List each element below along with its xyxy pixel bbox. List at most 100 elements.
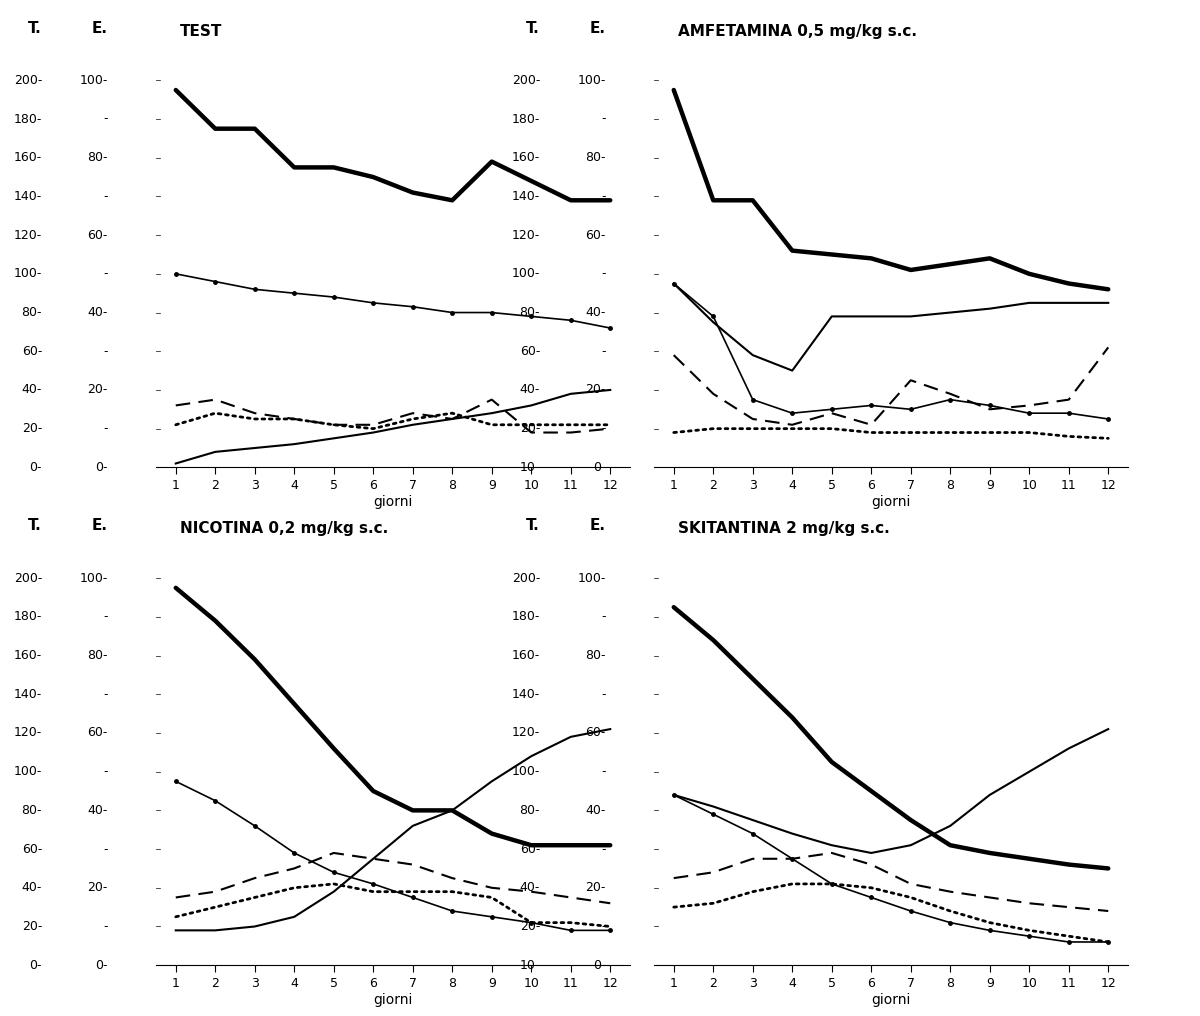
Text: 40-: 40-: [88, 804, 108, 817]
Text: 60-: 60-: [88, 726, 108, 740]
Text: 100-: 100-: [79, 74, 108, 86]
Text: 60-: 60-: [520, 344, 540, 358]
Text: 200-: 200-: [511, 74, 540, 86]
Text: -: -: [601, 920, 606, 933]
Text: 120-: 120-: [13, 726, 42, 740]
Text: 200-: 200-: [511, 572, 540, 584]
Text: -: -: [601, 344, 606, 358]
Text: 140-: 140-: [511, 688, 540, 701]
Text: 20-: 20-: [520, 920, 540, 933]
Text: 60-: 60-: [88, 229, 108, 242]
Text: E.: E.: [92, 20, 108, 36]
Text: 180-: 180-: [13, 611, 42, 624]
Text: -: -: [601, 267, 606, 280]
Text: 80-: 80-: [88, 649, 108, 662]
Text: -: -: [103, 267, 108, 280]
Text: 100-: 100-: [577, 74, 606, 86]
Text: 20-: 20-: [22, 423, 42, 435]
Text: -: -: [601, 611, 606, 624]
X-axis label: giorni: giorni: [373, 495, 413, 509]
Text: -: -: [601, 190, 606, 203]
Text: 140-: 140-: [13, 190, 42, 203]
Text: -: -: [103, 765, 108, 778]
Text: -: -: [103, 113, 108, 126]
Text: 0-: 0-: [594, 461, 606, 473]
Text: NICOTINA 0,2 mg/kg s.c.: NICOTINA 0,2 mg/kg s.c.: [180, 521, 389, 536]
Text: 160-: 160-: [13, 649, 42, 662]
Text: 60-: 60-: [520, 842, 540, 855]
Text: 20-: 20-: [22, 920, 42, 933]
Text: E.: E.: [590, 20, 606, 36]
Text: 160-: 160-: [13, 151, 42, 165]
Text: 80-: 80-: [520, 306, 540, 319]
Text: 100-: 100-: [577, 572, 606, 584]
Text: 40-: 40-: [88, 306, 108, 319]
Text: -: -: [103, 344, 108, 358]
Text: T.: T.: [527, 20, 540, 36]
Text: AMFETAMINA 0,5 mg/kg s.c.: AMFETAMINA 0,5 mg/kg s.c.: [678, 23, 917, 39]
Text: 0-: 0-: [30, 461, 42, 473]
X-axis label: giorni: giorni: [871, 495, 911, 509]
Text: 40-: 40-: [586, 804, 606, 817]
Text: 60-: 60-: [586, 229, 606, 242]
Text: -: -: [601, 688, 606, 701]
X-axis label: giorni: giorni: [373, 993, 413, 1007]
Text: 60-: 60-: [22, 842, 42, 855]
Text: E.: E.: [92, 518, 108, 533]
Text: 200-: 200-: [13, 572, 42, 584]
Text: T.: T.: [29, 518, 42, 533]
Text: 60-: 60-: [22, 344, 42, 358]
Text: 20-: 20-: [586, 881, 606, 894]
Text: T.: T.: [29, 20, 42, 36]
Text: 60-: 60-: [586, 726, 606, 740]
Text: 80-: 80-: [22, 804, 42, 817]
Text: 100-: 100-: [13, 267, 42, 280]
Text: T.: T.: [527, 518, 540, 533]
Text: 80-: 80-: [520, 804, 540, 817]
Text: 160-: 160-: [511, 151, 540, 165]
Text: 20-: 20-: [520, 423, 540, 435]
Text: TEST: TEST: [180, 23, 222, 39]
Text: 100-: 100-: [511, 267, 540, 280]
Text: -: -: [601, 113, 606, 126]
Text: 20-: 20-: [88, 881, 108, 894]
Text: -: -: [103, 190, 108, 203]
Text: E.: E.: [590, 518, 606, 533]
Text: -: -: [601, 765, 606, 778]
Text: 0-: 0-: [30, 959, 42, 971]
Text: -: -: [103, 611, 108, 624]
Text: 160-: 160-: [511, 649, 540, 662]
Text: 120-: 120-: [511, 229, 540, 242]
Text: 10-: 10-: [520, 461, 540, 473]
Text: 120-: 120-: [13, 229, 42, 242]
Text: 0-: 0-: [96, 461, 108, 473]
Text: -: -: [103, 423, 108, 435]
Text: -: -: [103, 842, 108, 855]
Text: 80-: 80-: [88, 151, 108, 165]
Text: 40-: 40-: [586, 306, 606, 319]
Text: 40-: 40-: [22, 881, 42, 894]
Text: 40-: 40-: [520, 881, 540, 894]
Text: 180-: 180-: [511, 113, 540, 126]
Text: 40-: 40-: [520, 383, 540, 396]
Text: 0-: 0-: [96, 959, 108, 971]
Text: 80-: 80-: [586, 649, 606, 662]
Text: 100-: 100-: [511, 765, 540, 778]
Text: -: -: [601, 423, 606, 435]
Text: SKITANTINA 2 mg/kg s.c.: SKITANTINA 2 mg/kg s.c.: [678, 521, 889, 536]
Text: 140-: 140-: [511, 190, 540, 203]
Text: 0-: 0-: [594, 959, 606, 971]
Text: 20-: 20-: [586, 383, 606, 396]
Text: 200-: 200-: [13, 74, 42, 86]
Text: -: -: [103, 920, 108, 933]
Text: 180-: 180-: [511, 611, 540, 624]
Text: 120-: 120-: [511, 726, 540, 740]
X-axis label: giorni: giorni: [871, 993, 911, 1007]
Text: 10-: 10-: [520, 959, 540, 971]
Text: 100-: 100-: [13, 765, 42, 778]
Text: 100-: 100-: [79, 572, 108, 584]
Text: 20-: 20-: [88, 383, 108, 396]
Text: 40-: 40-: [22, 383, 42, 396]
Text: -: -: [601, 842, 606, 855]
Text: -: -: [103, 688, 108, 701]
